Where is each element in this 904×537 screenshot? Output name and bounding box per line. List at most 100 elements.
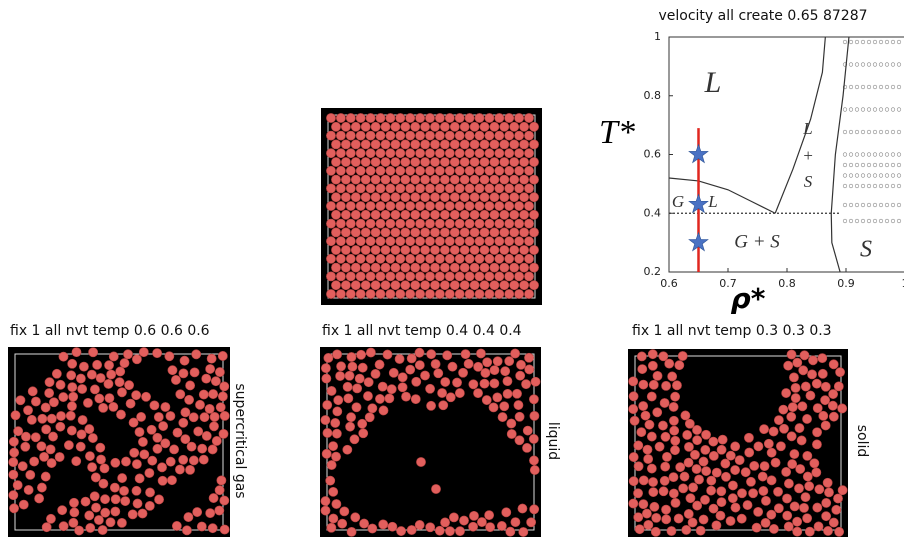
- particle: [193, 507, 202, 516]
- particle: [662, 515, 671, 524]
- particle: [215, 486, 224, 495]
- particle: [465, 113, 474, 122]
- particle: [435, 254, 444, 263]
- particle: [629, 392, 638, 401]
- particle: [371, 245, 380, 254]
- particle: [391, 281, 400, 290]
- particle: [59, 522, 68, 531]
- particle: [386, 254, 395, 263]
- particle: [516, 371, 525, 380]
- particle: [639, 500, 648, 509]
- particle: [161, 402, 170, 411]
- particle: [411, 395, 420, 404]
- particle: [737, 514, 746, 523]
- particle: [812, 428, 821, 437]
- particle: [693, 501, 702, 510]
- particle: [794, 484, 803, 493]
- particle: [220, 525, 229, 534]
- x-tick-label: 0.9: [837, 277, 855, 290]
- particle: [406, 131, 415, 140]
- particle: [645, 420, 654, 429]
- particle: [779, 424, 788, 433]
- particle: [819, 411, 828, 420]
- particle: [791, 393, 800, 402]
- particle: [511, 517, 520, 526]
- particle: [109, 352, 118, 361]
- particle: [219, 429, 228, 438]
- particle: [420, 371, 429, 380]
- particle: [799, 366, 808, 375]
- particle: [430, 228, 439, 237]
- particle: [210, 412, 219, 421]
- particle: [529, 140, 538, 149]
- particle: [14, 427, 23, 436]
- particle: [820, 396, 829, 405]
- particle: [515, 412, 524, 421]
- particle: [426, 401, 435, 410]
- particle: [336, 289, 345, 298]
- particle: [520, 175, 529, 184]
- particle: [771, 458, 780, 467]
- particle: [480, 157, 489, 166]
- particle: [639, 401, 648, 410]
- particle: [68, 383, 77, 392]
- particle: [386, 272, 395, 281]
- particle: [637, 428, 646, 437]
- particle: [66, 411, 75, 420]
- particle: [326, 201, 335, 210]
- particle: [371, 369, 380, 378]
- particle: [107, 370, 116, 379]
- particle: [128, 510, 137, 519]
- particle: [774, 504, 783, 513]
- particle: [356, 131, 365, 140]
- particle: [524, 184, 533, 193]
- particle: [416, 201, 425, 210]
- particle: [346, 201, 355, 210]
- particle: [474, 362, 483, 371]
- particle: [376, 272, 385, 281]
- particle: [76, 442, 85, 451]
- particle: [366, 131, 375, 140]
- particle: [69, 498, 78, 507]
- particle: [366, 149, 375, 158]
- particle: [476, 349, 485, 358]
- particle: [455, 272, 464, 281]
- particle: [356, 219, 365, 228]
- particle: [158, 476, 167, 485]
- particle: [675, 361, 684, 370]
- particle: [629, 404, 638, 413]
- particle: [336, 254, 345, 263]
- particle: [391, 140, 400, 149]
- particle: [634, 513, 643, 522]
- particle: [450, 263, 459, 272]
- particle: [326, 254, 335, 263]
- particle: [460, 210, 469, 219]
- particle: [495, 113, 504, 122]
- particle: [348, 362, 357, 371]
- particle: [45, 378, 54, 387]
- particle: [524, 353, 533, 362]
- particle: [822, 512, 831, 521]
- particle: [782, 494, 791, 503]
- particle: [48, 432, 57, 441]
- particle: [793, 527, 802, 536]
- particle: [485, 272, 494, 281]
- particle: [793, 358, 802, 367]
- particle: [639, 476, 648, 485]
- particle: [425, 219, 434, 228]
- particle: [356, 149, 365, 158]
- particle: [435, 166, 444, 175]
- particle: [89, 348, 98, 357]
- particle: [132, 486, 141, 495]
- particle: [791, 383, 800, 392]
- particle: [475, 149, 484, 158]
- particle: [728, 494, 737, 503]
- particle: [737, 489, 746, 498]
- particle: [381, 157, 390, 166]
- particle: [154, 412, 163, 421]
- particle: [145, 488, 154, 497]
- particle: [111, 495, 120, 504]
- particle: [787, 412, 796, 421]
- particle: [470, 140, 479, 149]
- particle: [391, 245, 400, 254]
